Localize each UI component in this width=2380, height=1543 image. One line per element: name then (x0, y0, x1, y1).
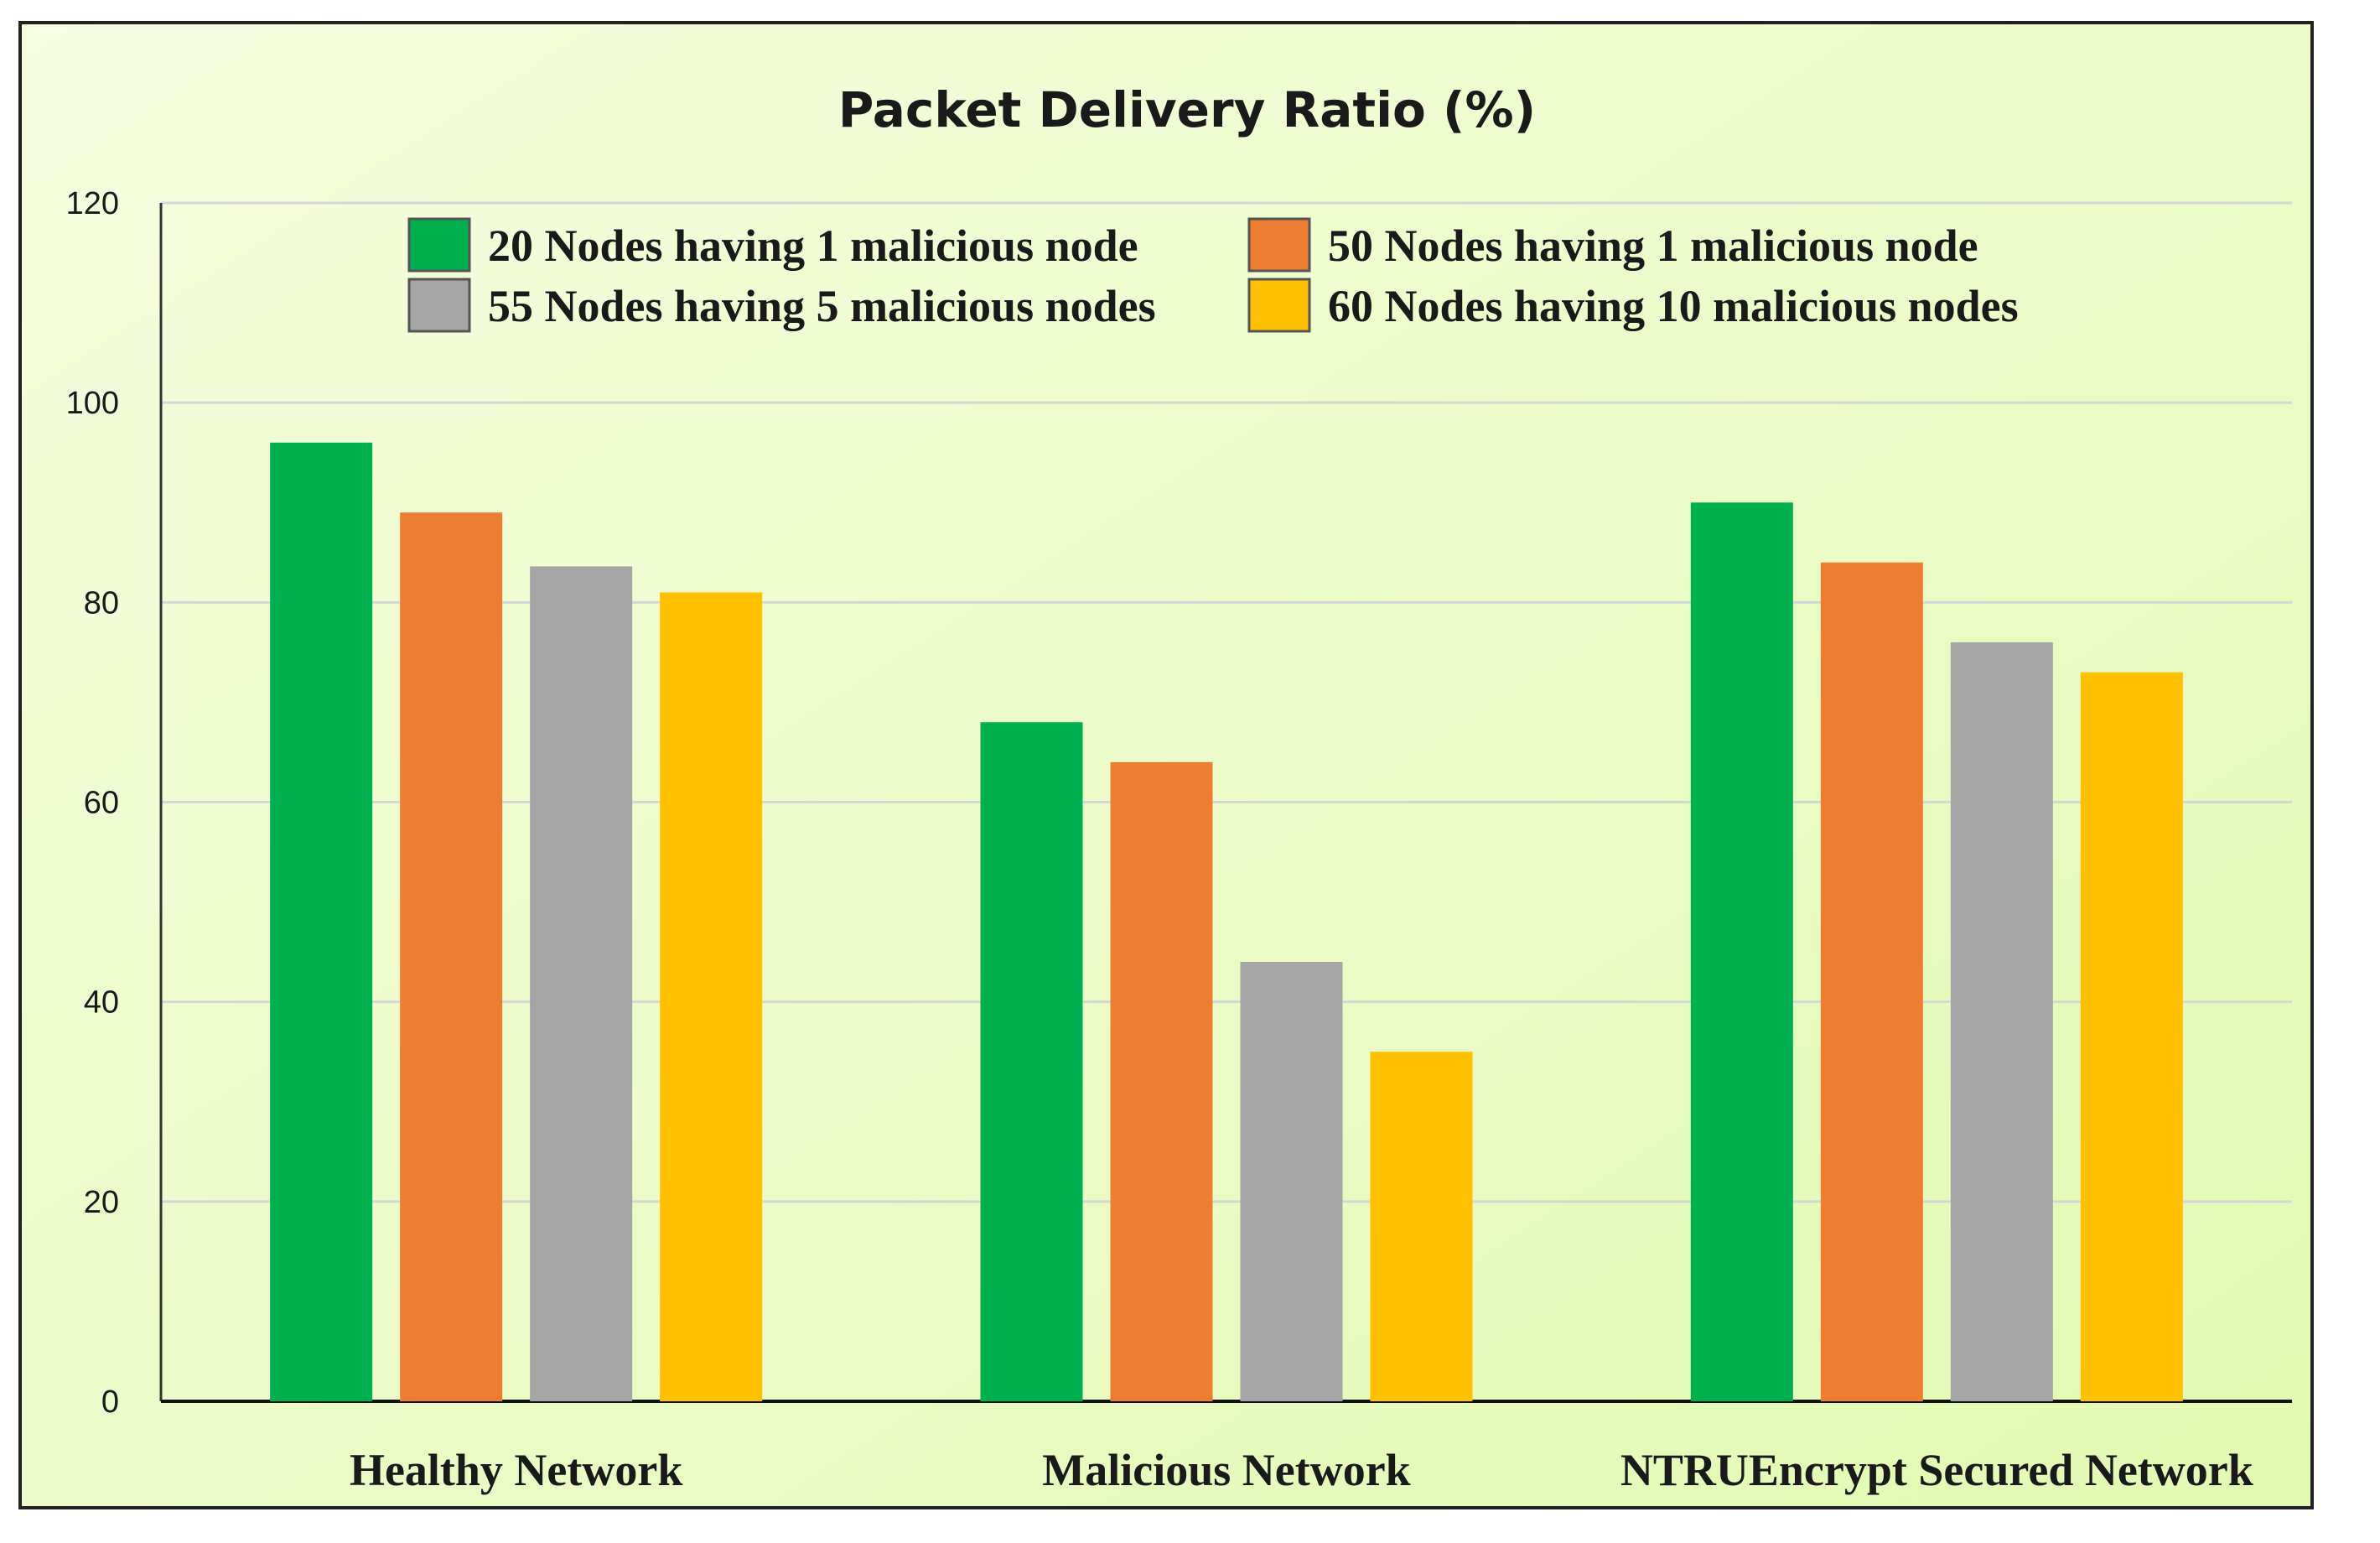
legend-swatch (1247, 217, 1311, 273)
bars (270, 442, 2183, 1401)
bar (400, 512, 503, 1401)
y-tick-label: 80 (84, 585, 119, 621)
legend-swatch (407, 217, 471, 273)
chart-title: Packet Delivery Ratio (%) (838, 81, 1536, 138)
legend-label: 50 Nodes having 1 malicious node (1328, 221, 1978, 271)
bar (1950, 642, 2053, 1401)
bar (1370, 1052, 1473, 1401)
legend-item: 60 Nodes having 10 malicious nodes (1247, 278, 2019, 333)
y-tick-label: 40 (84, 985, 119, 1021)
legend-item: 55 Nodes having 5 malicious nodes (407, 278, 1156, 333)
chart-frame: Packet Delivery Ratio (%) 0 20 40 60 80 100 12… (18, 21, 2314, 1509)
y-tick-label: 0 (101, 1385, 119, 1420)
bar (1110, 761, 1213, 1401)
y-axis: 0 20 40 60 80 100 120 (66, 186, 2292, 1420)
legend: 20 Nodes having 1 malicious node 50 Nodes… (407, 217, 2019, 333)
bar (1690, 502, 1793, 1401)
legend-swatch (1247, 278, 1311, 333)
bar (2080, 672, 2183, 1401)
bar (660, 592, 763, 1401)
legend-label: 60 Nodes having 10 malicious nodes (1328, 281, 2019, 331)
legend-item: 20 Nodes having 1 malicious node (407, 217, 1138, 273)
y-tick-label: 20 (84, 1185, 119, 1220)
bar (1820, 562, 1923, 1401)
bar (980, 722, 1083, 1401)
x-axis: Healthy Network Malicious Network NTRUEncr… (350, 1445, 2253, 1495)
x-category-label: Malicious Network (1042, 1445, 1410, 1495)
legend-item: 50 Nodes having 1 malicious node (1247, 217, 1978, 273)
bar (530, 566, 633, 1401)
x-category-label: Healthy Network (350, 1445, 682, 1495)
y-tick-label: 100 (66, 386, 119, 421)
legend-label: 55 Nodes having 5 malicious nodes (488, 281, 1156, 331)
legend-label: 20 Nodes having 1 malicious node (488, 221, 1138, 271)
packet-delivery-ratio-chart: Packet Delivery Ratio (%) 0 20 40 60 80 100 12… (22, 24, 2310, 1506)
legend-swatch (407, 278, 471, 333)
y-tick-label: 120 (66, 186, 119, 221)
bar (270, 442, 373, 1401)
bar (1240, 962, 1343, 1401)
x-category-label: NTRUEncrypt Secured Network (1620, 1445, 2253, 1495)
y-tick-label: 60 (84, 786, 119, 821)
gridlines (161, 201, 2292, 1203)
